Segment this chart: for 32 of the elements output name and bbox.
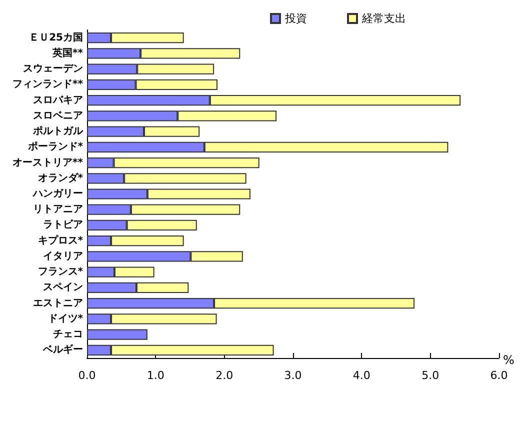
y-tick-label: スペイン bbox=[43, 282, 83, 294]
y-tick-label: ラトビア bbox=[43, 218, 83, 231]
y-tick-label: キプロス* bbox=[38, 234, 84, 246]
y-tick-label: チェコ bbox=[53, 329, 83, 340]
x-tick-label: 5.0 bbox=[422, 369, 440, 382]
y-tick-label: ＥＵ25カ国 bbox=[29, 32, 83, 44]
y-tick-label: 英国** bbox=[52, 46, 84, 59]
y-tick-label: フランス* bbox=[38, 266, 84, 278]
y-tick-label: エストニア bbox=[33, 298, 83, 309]
x-tick-label: 2.0 bbox=[216, 369, 234, 382]
y-tick-label: ベルギー bbox=[42, 344, 83, 356]
y-tick-label: リトアニア bbox=[33, 204, 83, 216]
y-tick-label: ハンガリー bbox=[32, 188, 83, 200]
y-tick-label: オーストリア** bbox=[12, 157, 84, 168]
x-tick-label: 0.0 bbox=[78, 369, 96, 382]
y-tick-label: フィンランド** bbox=[12, 79, 84, 90]
x-tick-label: 1.0 bbox=[146, 369, 164, 382]
y-tick-label: オランダ* bbox=[38, 172, 84, 184]
y-tick-label: スロバキア bbox=[33, 94, 83, 106]
x-axis-title: % bbox=[503, 353, 514, 367]
x-tick-label: 6.0 bbox=[490, 369, 508, 382]
x-tick-label: 4.0 bbox=[352, 369, 370, 382]
legend-label: 投資 bbox=[284, 12, 307, 25]
y-tick-label: スウェーデン bbox=[23, 64, 83, 75]
y-tick-label: ポーランド* bbox=[26, 142, 84, 153]
y-tick-label: スロベニア bbox=[33, 110, 83, 122]
x-tick-label: 3.0 bbox=[284, 369, 302, 382]
y-tick-label: ポルトガル bbox=[32, 126, 84, 138]
y-tick-label: ドイツ* bbox=[48, 313, 84, 324]
legend-label: 経常支出 bbox=[361, 12, 406, 25]
bar bbox=[87, 329, 148, 340]
y-tick-label: イタリア bbox=[43, 250, 83, 262]
